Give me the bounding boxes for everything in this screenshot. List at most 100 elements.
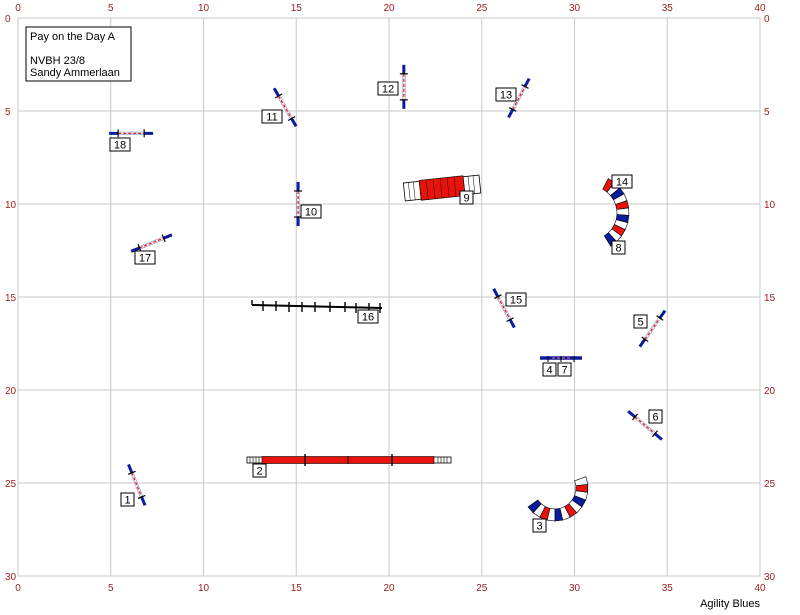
jump-18 (109, 129, 154, 138)
obstacle-number: 8 (615, 243, 621, 255)
obstacle-number-box (120, 492, 135, 507)
obstacle-number-box (633, 314, 648, 329)
x-tick-label-top: 30 (569, 3, 581, 14)
x-tick-label-bottom: 10 (198, 583, 210, 594)
double-jump (540, 356, 582, 362)
y-tick-label-left: 5 (5, 107, 11, 118)
x-tick-label-bottom: 15 (291, 583, 303, 594)
obstacle-number-box (459, 190, 474, 205)
credit-text: Agility Blues (700, 598, 760, 610)
obstacle-number: 12 (382, 84, 394, 96)
x-tick-label-top: 0 (15, 3, 21, 14)
jump-upright (651, 430, 658, 438)
jump-12 (399, 64, 408, 109)
obstacle-number-box (611, 240, 626, 255)
course-subtitle: NVBH 23/8 (30, 55, 85, 67)
obstacle-number-box (261, 109, 283, 124)
obstacle-number-box (377, 81, 399, 96)
grid-lines (17, 17, 761, 577)
jumps (109, 64, 667, 506)
obstacle-number-box (357, 309, 379, 324)
jump-upright (521, 84, 529, 89)
x-tick-label-top: 15 (291, 3, 303, 14)
jump-5 (638, 309, 667, 348)
obstacle-number: 7 (561, 365, 567, 377)
y-tick-label-left: 30 (5, 572, 17, 583)
obstacle-number: 15 (510, 295, 522, 307)
jump-15 (492, 288, 516, 329)
obstacle-number: 13 (500, 90, 512, 102)
x-tick-label-bottom: 40 (754, 583, 766, 594)
obstacle-number: 16 (362, 312, 374, 324)
jump-bar-stripes (139, 237, 164, 249)
x-tick-label-top: 10 (198, 3, 210, 14)
y-tick-label-right: 0 (764, 14, 770, 25)
obstacle-number: 14 (616, 177, 628, 189)
obstacle-number-box (611, 174, 633, 189)
y-tick-label-left: 10 (5, 200, 17, 211)
jump-17 (130, 233, 173, 253)
obstacle-number: 10 (305, 207, 317, 219)
jump-upright (287, 116, 296, 122)
obstacle-number: 4 (546, 365, 552, 377)
chute-tunnel (402, 174, 482, 202)
jump-upright (137, 494, 146, 499)
jump-upright (506, 317, 514, 323)
x-tick-label-bottom: 0 (15, 583, 21, 594)
obstacle-number-box (300, 204, 322, 219)
jump-11 (272, 87, 298, 128)
obstacle-number: 2 (256, 466, 262, 478)
tunnel-segment (616, 207, 630, 216)
y-tick-label-left: 20 (5, 386, 17, 397)
obstacle-number-box (505, 292, 527, 307)
jump-upright (494, 294, 502, 300)
x-tick-label-top: 40 (754, 3, 766, 14)
x-tick-label-bottom: 35 (662, 583, 674, 594)
jump-6 (627, 410, 663, 441)
jump-upright (508, 107, 517, 112)
jump-bar-stripes (512, 86, 526, 110)
tunnel-8 (602, 178, 630, 247)
obstacle-number-box (134, 250, 156, 265)
y-tick-label-right: 30 (764, 572, 776, 583)
tunnel-segment (574, 476, 589, 487)
y-tick-label-right: 25 (764, 479, 776, 490)
jump-bar-stripes (497, 296, 511, 320)
y-tick-label-right: 5 (764, 107, 770, 118)
tunnels (527, 178, 630, 522)
jump-bar-stripes (278, 95, 293, 119)
course-judge: Sandy Ammerlaan (30, 67, 120, 79)
obstacle-number-box (495, 87, 517, 102)
jump-upright (137, 243, 142, 252)
dogwalk (246, 454, 452, 466)
jump-upright (161, 234, 166, 243)
obstacle-number-box (648, 409, 663, 424)
obstacle-number: 11 (266, 112, 277, 124)
jump-1 (127, 463, 147, 506)
obstacle-number: 17 (139, 253, 151, 265)
jump-bar-stripes (131, 472, 143, 498)
obstacle-number: 5 (637, 317, 643, 329)
jump-13 (507, 77, 531, 119)
jump-bar-stripes (644, 317, 661, 340)
x-tick-label-top: 35 (662, 3, 674, 14)
jump-upright (641, 336, 649, 343)
obstacle-number: 6 (652, 412, 658, 424)
x-tick-label-top: 5 (108, 3, 114, 14)
obstacle-number-box (532, 518, 547, 533)
y-tick-label-left: 15 (5, 293, 17, 304)
x-tick-label-bottom: 20 (383, 583, 395, 594)
obstacle-number-box (109, 137, 131, 152)
obstacle-number: 9 (463, 193, 469, 205)
obstacle-number: 3 (536, 521, 542, 533)
y-tick-label-right: 15 (764, 293, 776, 304)
x-tick-label-top: 20 (383, 3, 395, 14)
y-tick-label-left: 0 (5, 14, 11, 25)
jump-upright (632, 413, 639, 421)
jump-upright (656, 315, 664, 321)
obstacle-number-box (542, 362, 557, 377)
obstacle-number-box (252, 463, 267, 478)
